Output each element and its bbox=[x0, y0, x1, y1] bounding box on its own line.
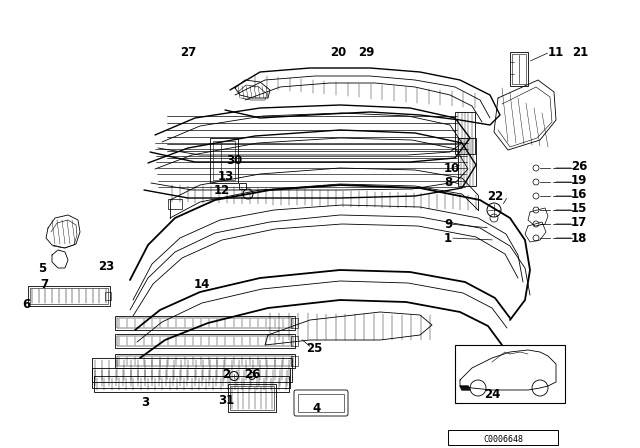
Text: 25: 25 bbox=[306, 341, 323, 354]
Bar bbox=[117, 356, 293, 366]
Text: 16: 16 bbox=[571, 189, 588, 202]
Text: 2: 2 bbox=[222, 367, 230, 380]
Bar bbox=[512, 54, 526, 84]
Text: 26: 26 bbox=[571, 159, 588, 172]
Text: 19: 19 bbox=[571, 175, 588, 188]
Text: 21: 21 bbox=[572, 46, 588, 59]
Text: 26: 26 bbox=[244, 367, 260, 380]
Text: 4: 4 bbox=[313, 401, 321, 414]
Text: 14: 14 bbox=[194, 279, 210, 292]
Text: 24: 24 bbox=[484, 388, 500, 401]
Bar bbox=[92, 368, 290, 388]
Bar bbox=[458, 138, 476, 186]
Bar bbox=[168, 199, 182, 209]
Text: 20: 20 bbox=[330, 46, 346, 59]
Text: 9: 9 bbox=[444, 217, 452, 231]
Bar bbox=[455, 345, 565, 403]
Text: 15: 15 bbox=[571, 202, 588, 215]
Text: 17: 17 bbox=[571, 216, 588, 229]
Bar bbox=[30, 288, 108, 304]
Bar bbox=[210, 138, 238, 183]
Bar bbox=[228, 384, 276, 412]
Bar bbox=[291, 318, 298, 328]
Bar bbox=[117, 336, 293, 346]
Text: 1: 1 bbox=[444, 232, 452, 245]
Text: 6: 6 bbox=[22, 297, 30, 310]
Text: 10: 10 bbox=[444, 161, 460, 175]
Bar bbox=[105, 292, 111, 300]
Text: 8: 8 bbox=[444, 176, 452, 189]
Bar bbox=[291, 356, 298, 366]
Bar bbox=[115, 334, 295, 348]
Text: 29: 29 bbox=[358, 46, 374, 59]
Text: 13: 13 bbox=[218, 169, 234, 182]
Bar bbox=[448, 430, 558, 445]
Bar bbox=[115, 354, 295, 368]
Text: 7: 7 bbox=[40, 277, 48, 290]
Text: 3: 3 bbox=[141, 396, 149, 409]
Text: 5: 5 bbox=[38, 262, 46, 275]
Text: 23: 23 bbox=[98, 259, 115, 272]
Text: 12: 12 bbox=[214, 185, 230, 198]
Bar bbox=[455, 112, 475, 154]
Bar bbox=[298, 394, 344, 412]
Bar bbox=[117, 318, 293, 328]
Bar bbox=[291, 336, 298, 346]
Bar bbox=[213, 141, 235, 180]
Text: 22: 22 bbox=[487, 190, 503, 203]
Bar bbox=[94, 376, 289, 392]
Bar bbox=[92, 358, 292, 382]
Text: 27: 27 bbox=[180, 46, 196, 59]
Bar bbox=[115, 316, 295, 330]
Bar bbox=[28, 286, 110, 306]
Bar bbox=[510, 52, 528, 86]
Text: 18: 18 bbox=[571, 232, 588, 245]
Polygon shape bbox=[460, 386, 470, 390]
Bar bbox=[230, 386, 274, 410]
Text: 31: 31 bbox=[218, 393, 234, 406]
Bar bbox=[239, 183, 246, 189]
Text: 30: 30 bbox=[226, 154, 242, 167]
Text: 11: 11 bbox=[548, 46, 564, 59]
Text: C0006648: C0006648 bbox=[483, 435, 523, 444]
